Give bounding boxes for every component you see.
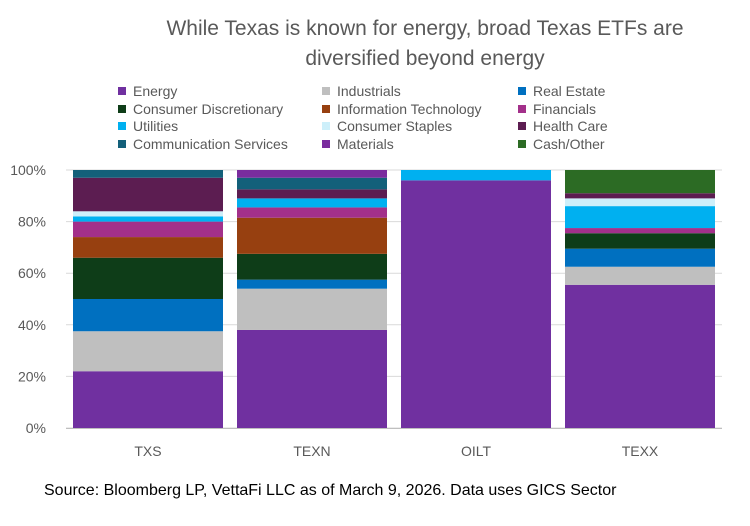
bar-segment-texn-communication-services xyxy=(237,177,387,190)
bar-segment-texn-health-care xyxy=(237,189,387,199)
legend-swatch xyxy=(118,87,126,95)
legend-label: Materials xyxy=(337,135,394,152)
legend-label: Consumer Discretionary xyxy=(133,100,284,117)
y-tick-label: 0% xyxy=(26,420,46,436)
chart-title-line-2: diversified beyond energy xyxy=(305,47,545,70)
bar-segment-texn-utilities xyxy=(237,198,387,208)
bar-segment-txs-industrials xyxy=(73,331,223,372)
source-note: Source: Bloomberg LP, VettaFi LLC as of … xyxy=(44,482,617,499)
bar-segment-txs-utilities xyxy=(73,216,223,222)
legend-swatch xyxy=(118,122,126,130)
bar-segment-texn-materials xyxy=(237,170,387,178)
bar-segment-texx-cash-other xyxy=(565,170,715,194)
bar-segment-txs-communication-services xyxy=(73,170,223,178)
chart-title: While Texas is known for energy, broad T… xyxy=(100,14,750,74)
bar-segment-texx-consumer-discretionary xyxy=(565,233,715,249)
bar-segment-texn-information-technology xyxy=(237,217,387,254)
legend-item-materials: Materials xyxy=(322,135,394,153)
bar-segment-txs-consumer-staples xyxy=(73,211,223,217)
bar-segment-texn-real-estate xyxy=(237,279,387,289)
legend-item-consumer-discretionary: Consumer Discretionary xyxy=(118,100,283,118)
bar-segment-texn-industrials xyxy=(237,288,387,330)
legend-item-communication-services: Communication Services xyxy=(118,135,288,153)
y-tick-label: 80% xyxy=(18,214,46,230)
legend-swatch xyxy=(118,104,126,113)
bar-segment-txs-energy xyxy=(73,371,223,428)
legend-item-utilities: Utilities xyxy=(118,117,178,135)
legend-label: Consumer Staples xyxy=(337,118,453,134)
bar-segment-txs-information-technology xyxy=(73,237,223,258)
legend-swatch xyxy=(322,122,330,130)
legend-label: Financials xyxy=(533,100,597,117)
legend-item-information-technology: Information Technology xyxy=(322,100,482,118)
legend-swatch xyxy=(118,139,126,148)
legend-swatch xyxy=(518,139,526,148)
legend-item-financials: Financials xyxy=(518,100,596,118)
y-tick-label: 100% xyxy=(10,162,46,178)
y-tick-label: 40% xyxy=(18,317,46,333)
legend-swatch xyxy=(518,122,526,130)
stacked-bar-plot: 0% 20% 40% 60% 80% 100% TXS TEXN OILT TEXX xyxy=(10,162,722,459)
bar-segment-texx-energy xyxy=(565,284,715,428)
bar-segment-texx-utilities xyxy=(565,206,715,229)
bar-segment-oilt-utilities xyxy=(401,170,551,181)
legend-label: Cash/Other xyxy=(533,135,605,152)
legend-swatch xyxy=(322,87,330,95)
bar-segment-txs-financials xyxy=(73,221,223,238)
legend-swatch xyxy=(322,139,330,148)
chart-title-line-1: While Texas is known for energy, broad T… xyxy=(166,17,684,40)
bar-segment-texx-consumer-staples xyxy=(565,198,715,207)
legend-label: Communication Services xyxy=(133,135,288,152)
legend-item-consumer-staples: Consumer Staples xyxy=(322,117,452,135)
legend-swatch xyxy=(518,104,526,113)
bar-segment-txs-consumer-discretionary xyxy=(73,257,223,299)
x-tick-label: TEXX xyxy=(622,443,659,459)
bar-segment-texn-energy xyxy=(237,329,387,428)
legend-label: Industrials xyxy=(337,83,401,99)
legend-swatch xyxy=(518,87,526,95)
x-tick-label: OILT xyxy=(461,443,492,459)
y-tick-label: 60% xyxy=(18,265,46,281)
legend-item-health-care: Health Care xyxy=(518,117,608,135)
legend-label: Utilities xyxy=(133,118,179,134)
bar-segment-texn-financials xyxy=(237,207,387,218)
bar-segment-texn-consumer-discretionary xyxy=(237,253,387,280)
bar-segment-texx-health-care xyxy=(565,193,715,199)
bar-segment-texx-financials xyxy=(565,228,715,234)
bar-segment-txs-health-care xyxy=(73,177,223,212)
legend-item-energy: Energy xyxy=(118,82,177,100)
x-tick-label: TXS xyxy=(134,443,161,459)
legend-label: Information Technology xyxy=(337,100,482,117)
legend-swatch xyxy=(322,104,330,113)
bar-segment-texx-real-estate xyxy=(565,248,715,267)
legend-item-cash-other: Cash/Other xyxy=(518,135,605,153)
bar-segment-oilt-energy xyxy=(401,180,551,428)
legend-label: Real Estate xyxy=(533,83,606,99)
bar-segment-texx-industrials xyxy=(565,266,715,285)
x-tick-label: TEXN xyxy=(293,443,330,459)
y-tick-label: 20% xyxy=(18,368,46,384)
legend-label: Health Care xyxy=(533,118,608,134)
legend-item-industrials: Industrials xyxy=(322,82,401,100)
bar-segment-txs-real-estate xyxy=(73,299,223,332)
legend-item-real-estate: Real Estate xyxy=(518,82,605,100)
legend-label: Energy xyxy=(133,83,178,99)
